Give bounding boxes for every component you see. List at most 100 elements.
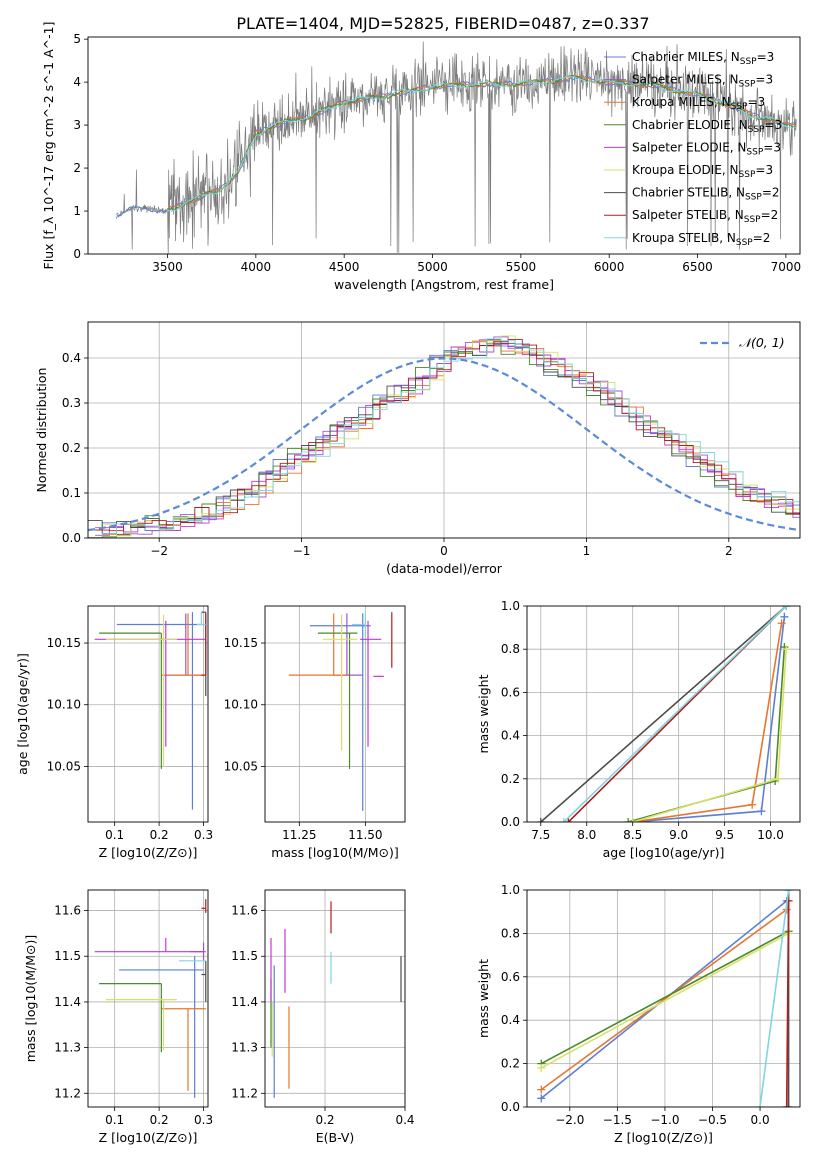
errorbar-point: [360, 620, 382, 747]
model-spectrum-2: [167, 74, 797, 210]
axes-frame: [87, 36, 801, 255]
model-spectrum-3: [167, 74, 797, 211]
legend-sub: SSP: [739, 170, 756, 180]
y-tick-label: 0.2: [62, 441, 81, 455]
errorbar-point: [94, 937, 206, 953]
x-tick-label: 0.2: [150, 828, 169, 842]
x-axis-label: mass [log10(M/M⊙)]: [271, 845, 399, 860]
errorbar-point: [105, 999, 177, 1050]
plus-marker: [756, 1103, 765, 1107]
y-tick-label: 11.3: [231, 1041, 258, 1055]
y-tick-label: 0.0: [501, 815, 520, 829]
legend-sub: SSP: [736, 238, 753, 248]
x-tick-label: 0.2: [150, 1113, 169, 1127]
y-tick-label: 11.4: [231, 995, 258, 1009]
legend-n: =3: [748, 95, 766, 109]
plus-marker: [559, 818, 568, 822]
errorbar-point: [201, 613, 207, 676]
y-tick-label: 11.5: [231, 949, 258, 963]
legend-sub: SSP: [740, 57, 757, 67]
errorbar-point: [333, 613, 363, 676]
y-tick-label: 1: [73, 204, 81, 218]
plot-area-age_vs_Z: [88, 606, 208, 822]
y-tick-label: 0.4: [501, 729, 520, 743]
cumulative-line: [627, 646, 786, 822]
legend-entry: Salpeter MILES, NSSP=3: [632, 73, 773, 90]
cumulative-line: [785, 900, 790, 1107]
x-axis-label: E(B-V): [316, 1130, 355, 1145]
x-tick-label: −1.0: [650, 1113, 679, 1127]
y-axis-label: mass [log10(M/M⊙)]: [23, 935, 38, 1063]
axes-mass_vs_Z: 0.1 0.2 0.3 11.2 11.3 11.4 11.5 11.6 Z [log10(Z/…: [23, 889, 213, 1145]
cumulative-line: [632, 616, 786, 822]
legend-sub: SSP: [748, 125, 765, 135]
legend-n: =3: [764, 118, 782, 132]
x-tick-label: 0.3: [194, 1113, 213, 1127]
legend-sub: SSP: [744, 215, 761, 225]
residual-hist-8: [102, 338, 800, 534]
y-tick-label: 11.6: [231, 904, 258, 918]
y-tick-label: 5: [73, 32, 81, 46]
x-axis-label: (data-model)/error: [386, 561, 503, 576]
errorbar-point: [201, 899, 207, 913]
x-tick-label: 0.1: [105, 1113, 124, 1127]
errorbar-point: [201, 960, 207, 1002]
y-tick-label: 11.6: [54, 904, 81, 918]
plus-marker: [782, 1103, 791, 1107]
plot-area-mass_vs_Z: [88, 890, 208, 1107]
x-tick-label: 7.5: [531, 828, 550, 842]
x-tick-label: 10.0: [757, 828, 784, 842]
x-tick-label: −1: [293, 544, 311, 558]
x-axis-label: Z [log10(Z/Z⊙)]: [99, 845, 198, 860]
legend-n: =2: [753, 231, 771, 245]
plot-area-massweight_vs_age: [527, 606, 800, 822]
x-tick-label: −2: [150, 544, 168, 558]
legend-entry: Chabrier ELODIE, NSSP=3: [632, 118, 782, 135]
legend-sub: SSP: [745, 193, 762, 203]
y-axis-label: Normed distribution: [34, 368, 49, 493]
legend-n: =2: [762, 186, 780, 200]
y-tick-label: 0.8: [501, 642, 520, 656]
plus-marker: [782, 645, 791, 654]
y-axis-label: mass weight: [476, 674, 491, 753]
plus-marker: [784, 890, 793, 894]
x-axis-label: Z [log10(Z/Z⊙)]: [614, 1130, 713, 1145]
x-tick-label: 9.0: [669, 828, 688, 842]
x-tick-label: 5000: [417, 260, 448, 274]
y-tick-label: 0.6: [501, 970, 520, 984]
errorbar-point: [323, 614, 358, 751]
y-tick-label: 0.8: [501, 926, 520, 940]
x-tick-label: 11.50: [348, 828, 382, 842]
x-tick-label: 4000: [241, 260, 272, 274]
cumulative-line: [540, 606, 787, 822]
axes-massweight_vs_Z: −2.0 −1.5 −1.0 −0.5 0.0 0.0 0.2 0.4 0.6 0.8 1.0 Z […: [476, 883, 801, 1145]
axes-frame: [526, 889, 801, 1108]
y-tick-label: 11.2: [54, 1086, 81, 1100]
axes-frame: [264, 605, 406, 823]
x-tick-label: 9.5: [715, 828, 734, 842]
errorbar-point: [161, 1008, 206, 1092]
errorbar-point: [99, 983, 162, 1053]
x-tick-label: 0.2: [315, 1113, 334, 1127]
gauss-legend-label: 𝒩(0, 1): [739, 335, 785, 350]
axes-frame: [264, 889, 406, 1108]
errorbar-point: [161, 613, 206, 676]
y-tick-label: 0.0: [62, 531, 81, 545]
observed-spectrum: [116, 41, 797, 254]
x-tick-label: 6000: [594, 260, 625, 274]
legend-n: =2: [761, 208, 779, 222]
legend-entry: Kroupa ELODIE, NSSP=3: [632, 163, 773, 180]
axes-age_vs_mass: 11.25 11.50 10.05 10.10 10.15 mass [log10(M/M…: [224, 605, 406, 860]
x-tick-label: 11.25: [282, 828, 316, 842]
plus-marker: [784, 1103, 793, 1107]
legend-sub: SSP: [731, 102, 748, 112]
spectrum-legend: Chabrier MILES, NSSP=3 Salpeter MILES, NS…: [604, 50, 782, 248]
model-spectrum-8: [167, 75, 797, 213]
x-tick-label: 4500: [329, 260, 360, 274]
plus-marker: [536, 818, 545, 822]
x-tick-label: 6500: [682, 260, 713, 274]
residual-hist-6: [88, 339, 800, 534]
axes-age_vs_Z: 0.1 0.2 0.3 10.05 10.10 10.15 Z [log10(Z/Z⊙)] a…: [15, 605, 213, 860]
x-tick-label: 3500: [152, 260, 183, 274]
